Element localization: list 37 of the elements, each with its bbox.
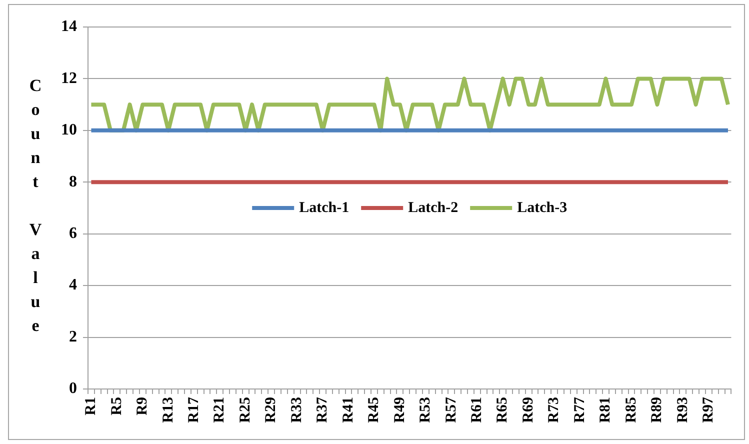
- x-tick-label: R69: [520, 397, 536, 423]
- x-tick-label: R53: [418, 397, 434, 423]
- legend-label: Latch-1: [299, 200, 350, 216]
- y-tick-label: 14: [61, 18, 77, 36]
- x-tick-label: R25: [237, 397, 254, 423]
- x-tick-label: R49: [392, 397, 408, 423]
- x-tick-label: R97: [700, 396, 717, 423]
- x-tick-label: R29: [263, 397, 280, 423]
- legend-label: Latch-2: [408, 200, 458, 216]
- y-tick-label: 2: [69, 328, 77, 346]
- y-tick-label: 0: [69, 380, 77, 398]
- y-tick-label: 4: [69, 276, 77, 294]
- x-tick-label: R21: [212, 397, 228, 423]
- x-tick-label: R93: [674, 397, 691, 423]
- x-tick-label: R13: [160, 397, 176, 423]
- x-tick-label: R17: [186, 396, 202, 423]
- x-tick-label: R45: [366, 397, 382, 423]
- x-tick-label: R89: [649, 397, 666, 423]
- x-tick-label: R1: [83, 397, 100, 416]
- x-tick-label: R73: [546, 397, 562, 423]
- x-tick-label: R9: [134, 397, 151, 416]
- x-tick-label: R33: [288, 397, 305, 423]
- x-tick-label: R5: [108, 397, 125, 416]
- x-tick-label: R65: [494, 397, 511, 423]
- x-tick-label: R61: [469, 397, 486, 423]
- x-tick-label: R41: [340, 397, 356, 423]
- legend-label: Latch-3: [517, 200, 568, 216]
- x-tick-label: R37: [314, 396, 331, 423]
- x-tick-label: R81: [598, 397, 614, 423]
- x-tick-label: R77: [572, 396, 588, 423]
- x-tick-label: R57: [443, 396, 460, 423]
- y-axis-title: Count Value: [25, 76, 45, 340]
- y-tick-label: 12: [61, 70, 77, 87]
- y-tick-label: 6: [69, 225, 77, 242]
- y-tick-label: 10: [61, 122, 77, 139]
- y-tick-label: 8: [69, 173, 77, 190]
- x-tick-label: R85: [623, 397, 640, 423]
